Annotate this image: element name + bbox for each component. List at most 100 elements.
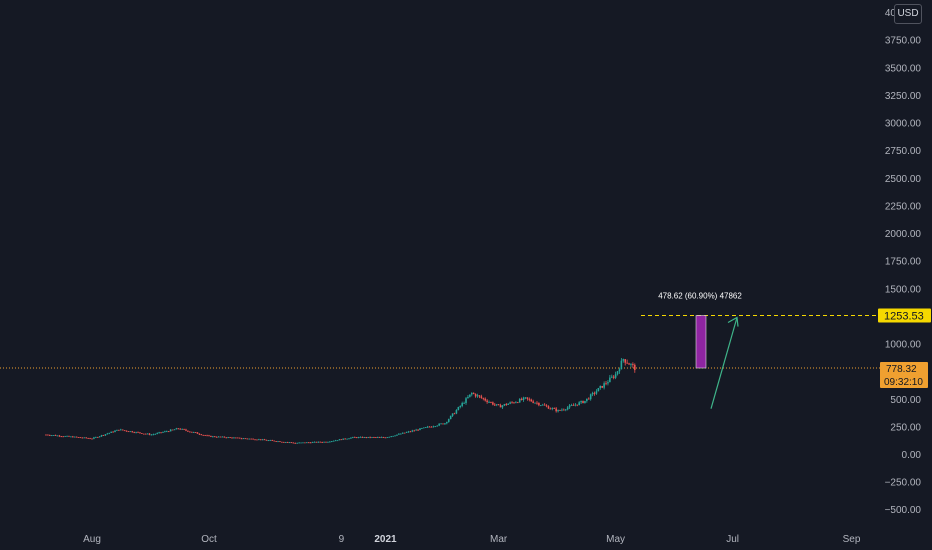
candle-body	[164, 431, 166, 433]
time-tick-label: Jul	[726, 534, 739, 545]
candle-body	[192, 432, 195, 433]
candle-body	[446, 421, 448, 424]
candle-body	[68, 435, 70, 437]
candle-body	[233, 437, 235, 439]
candle-body	[185, 429, 187, 431]
candle-body	[75, 436, 78, 438]
candle-body	[52, 435, 55, 436]
candle-body	[221, 436, 224, 438]
candle-body	[453, 413, 456, 415]
candle-body	[106, 433, 109, 435]
candle-body	[200, 434, 203, 436]
candle-body	[459, 405, 462, 407]
candle-body	[208, 435, 210, 437]
candle-body	[54, 435, 57, 436]
price-axis[interactable]: 4000.003750.003500.003250.003000.002750.…	[885, 8, 922, 516]
candle-body	[352, 436, 354, 438]
candle-body	[102, 435, 105, 436]
candle-body	[98, 436, 101, 438]
candle-body	[382, 437, 385, 438]
candle-body	[246, 438, 249, 440]
candle-body	[64, 436, 66, 437]
price-tick-label: 2250.00	[885, 201, 922, 212]
candle-body	[265, 439, 268, 441]
candle-body	[367, 436, 369, 438]
candle-body	[534, 402, 536, 404]
measure-rectangle[interactable]	[695, 315, 707, 369]
candle-body	[133, 432, 135, 434]
candle-body	[580, 400, 582, 403]
candle-body	[421, 428, 423, 429]
candle-body	[549, 408, 552, 410]
projection-arrow[interactable]	[710, 317, 738, 409]
candle-body	[371, 437, 373, 438]
candle-body	[586, 398, 588, 401]
candle-body	[545, 405, 548, 407]
time-axis[interactable]: Aug Oct 9 2021 Mar May Jul Sep	[83, 534, 861, 545]
candle-body	[524, 397, 527, 399]
candle-body	[329, 441, 331, 443]
candle-body	[45, 434, 47, 436]
candle-body	[624, 359, 627, 363]
candle-body	[125, 430, 128, 432]
candle-body	[212, 436, 214, 438]
price-tick-label: 250.00	[890, 422, 921, 433]
candle-body	[587, 398, 590, 400]
price-tick-label: 2000.00	[885, 229, 922, 240]
candle-body	[58, 435, 61, 437]
candle-body	[576, 404, 579, 406]
candle-body	[482, 397, 485, 399]
candle-body	[242, 438, 245, 440]
time-tick-label: Oct	[201, 534, 217, 545]
candle-body	[215, 436, 218, 438]
candle-body	[277, 441, 279, 443]
candle-body	[267, 440, 270, 442]
candle-body	[96, 437, 99, 438]
candle-body	[296, 442, 299, 444]
candle-body	[357, 437, 360, 438]
arrow-head-icon	[727, 316, 739, 327]
candle-body	[89, 438, 91, 440]
candle-body	[398, 433, 400, 435]
target-price-value: 1253.53	[884, 311, 924, 323]
candle-body	[411, 430, 414, 432]
candle-body	[616, 371, 619, 375]
bar-countdown: 09:32:10	[884, 377, 923, 388]
candle-body	[490, 402, 492, 403]
candle-body	[81, 437, 84, 439]
candle-series[interactable]	[45, 358, 636, 444]
candle-body	[541, 404, 544, 406]
candle-body	[129, 431, 132, 433]
candle-body	[87, 438, 89, 439]
candle-body	[353, 436, 356, 438]
candle-body	[444, 423, 446, 425]
candle-body	[167, 431, 170, 433]
time-tick-label: Aug	[83, 534, 101, 545]
candle-body	[563, 409, 565, 411]
candle-body	[407, 431, 410, 433]
candle-body	[618, 369, 621, 372]
candle-body	[589, 394, 592, 400]
candle-body	[196, 432, 199, 434]
candle-body	[259, 439, 262, 441]
candle-body	[413, 430, 416, 432]
candle-body	[284, 442, 287, 443]
candle-body	[607, 382, 609, 384]
candle-body	[258, 439, 260, 441]
candle-body	[175, 428, 178, 430]
candle-body	[480, 396, 483, 398]
candle-body	[190, 431, 193, 433]
candle-body	[127, 431, 130, 433]
candle-body	[95, 437, 97, 438]
currency-button[interactable]: USD	[894, 4, 922, 24]
price-tick-label: 1500.00	[885, 284, 922, 295]
candle-body	[365, 437, 368, 438]
candle-body	[486, 400, 488, 403]
candle-body	[187, 430, 189, 432]
candle-body	[263, 439, 266, 441]
candle-body	[250, 438, 252, 440]
candle-body	[137, 432, 139, 433]
candle-body	[361, 436, 364, 438]
candle-body	[470, 392, 473, 395]
